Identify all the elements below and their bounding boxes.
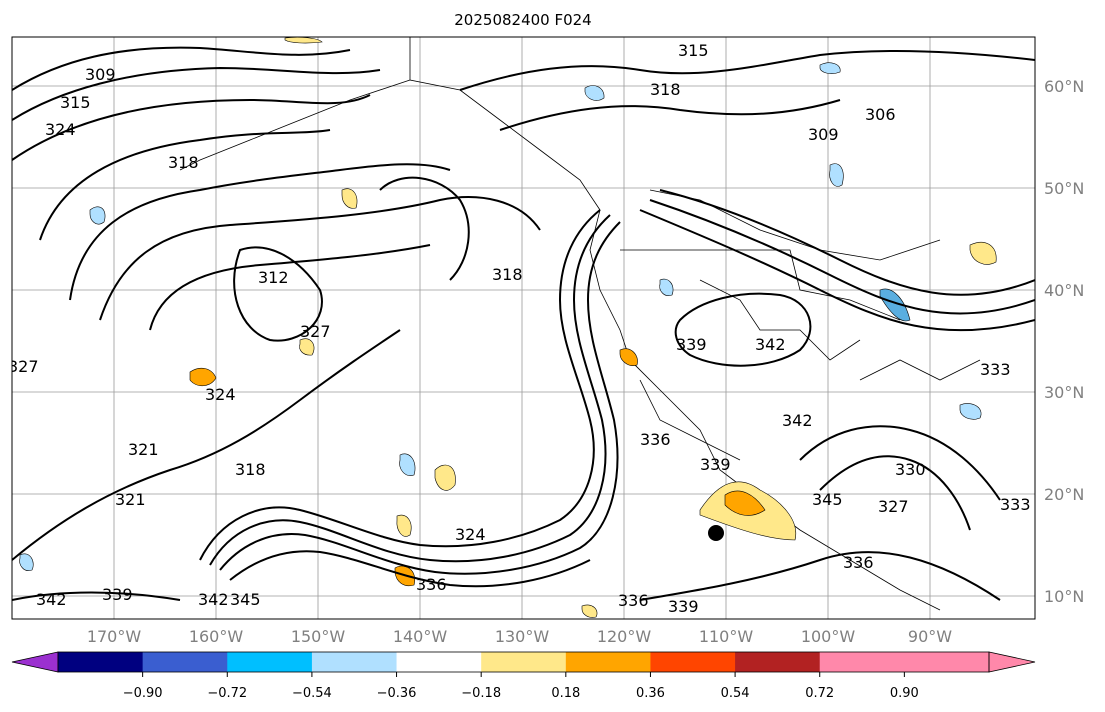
lat-axis: 60°N 50°N 40°N 30°N 20°N 10°N xyxy=(1044,77,1084,606)
colorbar-min-extension xyxy=(11,651,59,673)
contour-label: 339 xyxy=(668,597,699,616)
map-title: 2025082400 F024 xyxy=(454,11,591,29)
contour-label: 330 xyxy=(895,460,926,479)
colorbar: −0.90 −0.72 −0.54 −0.36 −0.18 0.18 0.36 0.54 0.7… xyxy=(11,651,1036,701)
lon-tick: 160°W xyxy=(189,627,244,646)
contour-label: 324 xyxy=(455,525,486,544)
lon-tick: 150°W xyxy=(291,627,346,646)
lat-tick: 30°N xyxy=(1044,383,1084,402)
contour-label: 306 xyxy=(865,105,896,124)
colorbar-tick-label: 0.90 xyxy=(890,686,919,701)
colorbar-bin xyxy=(819,652,905,672)
colorbar-bin xyxy=(58,652,144,672)
contour-label: 339 xyxy=(700,455,731,474)
colorbar-tick-label: −0.90 xyxy=(123,686,163,701)
map-frame xyxy=(11,36,1036,620)
colorbar-tick-label: 0.54 xyxy=(721,686,750,701)
colorbar-tick-label: −0.18 xyxy=(461,686,501,701)
lon-tick: 120°W xyxy=(597,627,652,646)
contour-label: 342 xyxy=(198,590,229,609)
contour-label: 345 xyxy=(812,490,843,509)
contour-label: 327 xyxy=(300,322,331,341)
colorbar-tick-label: −0.54 xyxy=(292,686,332,701)
contour-label: 342 xyxy=(782,411,813,430)
lon-tick: 90°W xyxy=(908,627,952,646)
contours xyxy=(12,46,1035,601)
contour-label: 333 xyxy=(980,360,1011,379)
colorbar-bin xyxy=(650,652,736,672)
lat-tick: 50°N xyxy=(1044,179,1084,198)
colorbar-bin xyxy=(481,652,567,672)
contour-label: 342 xyxy=(36,590,67,609)
lat-tick: 60°N xyxy=(1044,77,1084,96)
contour-label: 318 xyxy=(650,80,681,99)
map-panel: 309 315 324 318 312 327 321 324 327 339 … xyxy=(8,37,1035,619)
contour-labels: 309 315 324 318 312 327 321 324 327 339 … xyxy=(8,41,1031,616)
colorbar-max-extension xyxy=(988,651,1036,673)
colorbar-tick-label: −0.36 xyxy=(377,686,417,701)
storm-marker xyxy=(708,525,724,541)
lat-tick: 10°N xyxy=(1044,587,1084,606)
contour-label: 336 xyxy=(843,553,874,572)
lon-tick: 130°W xyxy=(495,627,550,646)
lon-axis: 170°W 160°W 150°W 140°W 130°W 120°W 110°… xyxy=(87,627,952,646)
colorbar-bin xyxy=(565,652,651,672)
contour-label: 309 xyxy=(85,65,116,84)
contour-label: 318 xyxy=(168,153,199,172)
contour-label: 321 xyxy=(128,440,159,459)
lon-tick: 170°W xyxy=(87,627,142,646)
contour-label: 312 xyxy=(258,268,289,287)
colorbar-bin xyxy=(904,652,990,672)
contour-label: 324 xyxy=(45,120,76,139)
colorbar-bin xyxy=(227,652,313,672)
colorbar-tick-label: 0.36 xyxy=(636,686,665,701)
graticule xyxy=(12,37,1035,619)
colorbar-tick-label: 0.72 xyxy=(805,686,834,701)
colorbar-bin xyxy=(311,652,398,672)
contour-label: 318 xyxy=(235,460,266,479)
colorbar-bin xyxy=(142,652,228,672)
contour-label: 342 xyxy=(755,335,786,354)
lat-tick: 20°N xyxy=(1044,485,1084,504)
contour-label: 324 xyxy=(205,385,236,404)
contour-label: 327 xyxy=(8,357,39,376)
lon-tick: 100°W xyxy=(801,627,856,646)
contour-label: 315 xyxy=(678,41,709,60)
contour-label: 309 xyxy=(808,125,839,144)
lon-tick: 110°W xyxy=(699,627,754,646)
colorbar-bin xyxy=(735,652,821,672)
contour-label: 336 xyxy=(416,575,447,594)
contour-label: 345 xyxy=(230,590,261,609)
colorbar-tick-label: −0.72 xyxy=(207,686,247,701)
contour-label: 315 xyxy=(60,93,91,112)
colorbar-tick-label: 0.18 xyxy=(551,686,580,701)
colorbar-frame xyxy=(57,651,990,673)
contour-label: 321 xyxy=(115,490,146,509)
contour-label: 339 xyxy=(676,335,707,354)
shading-patches xyxy=(19,37,997,618)
contour-label: 339 xyxy=(102,585,133,604)
contour-label: 336 xyxy=(640,430,671,449)
contour-label: 336 xyxy=(618,591,649,610)
lat-tick: 40°N xyxy=(1044,281,1084,300)
contour-label: 333 xyxy=(1000,495,1031,514)
colorbar-bin xyxy=(396,652,482,672)
contour-label: 318 xyxy=(492,265,523,284)
lon-tick: 140°W xyxy=(393,627,448,646)
contour-label: 327 xyxy=(878,497,909,516)
